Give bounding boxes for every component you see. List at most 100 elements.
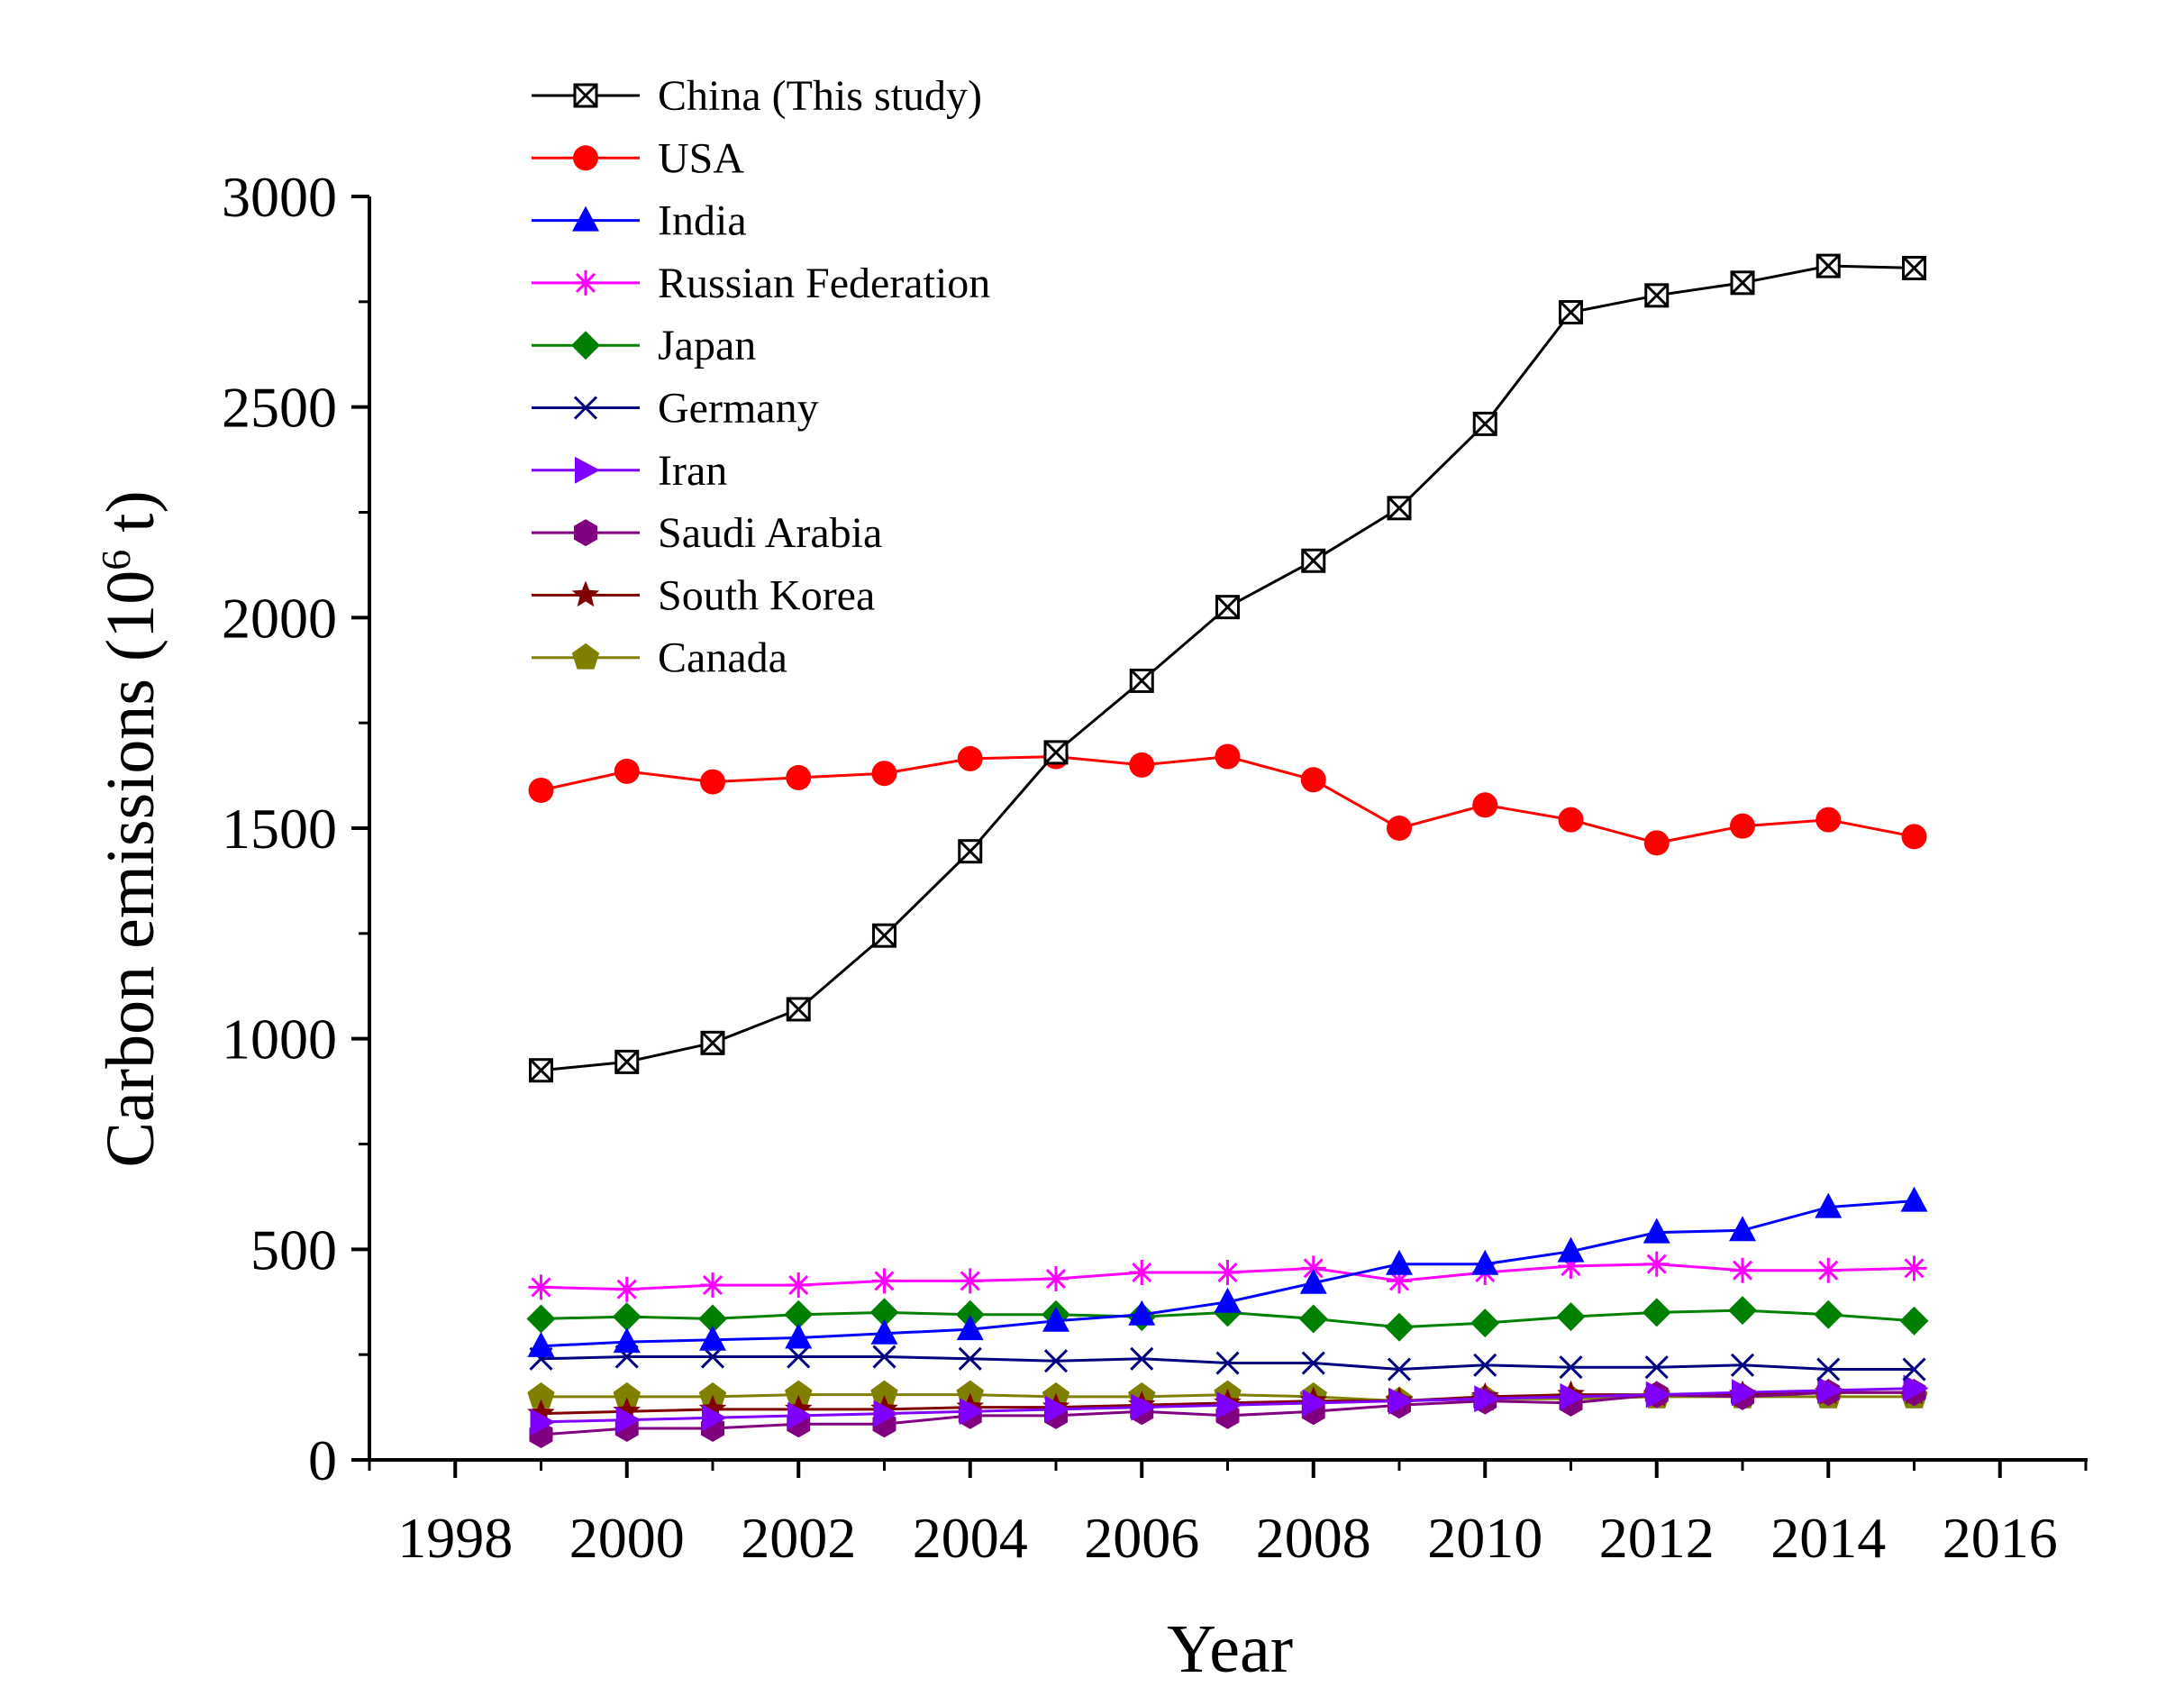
x-axis-title: Year xyxy=(1167,1611,1293,1687)
data-point-russian-federation xyxy=(700,1272,725,1299)
data-point-india xyxy=(1214,1287,1242,1313)
legend-item-china-this-study: China (This study) xyxy=(532,72,982,120)
legend-label: Russian Federation xyxy=(658,260,990,307)
data-point-canada xyxy=(785,1380,813,1407)
data-point-china-this-study xyxy=(614,1049,640,1074)
data-point-japan xyxy=(955,1299,985,1329)
legend-label: Japan xyxy=(658,322,756,369)
series-china-this-study xyxy=(529,253,1926,1083)
legend-item-usa: USA xyxy=(532,134,744,182)
data-point-iran xyxy=(1216,1391,1242,1419)
data-point-usa xyxy=(1129,752,1155,778)
data-point-india xyxy=(870,1318,898,1345)
data-point-china-this-study xyxy=(529,1058,553,1083)
y-tick-label: 1500 xyxy=(222,797,337,861)
data-point-japan xyxy=(526,1304,556,1334)
data-point-germany xyxy=(1130,1346,1154,1371)
data-point-usa xyxy=(1300,767,1326,793)
data-point-germany xyxy=(872,1345,896,1369)
data-point-iran xyxy=(1388,1387,1414,1415)
series-russian-federation xyxy=(528,1251,1927,1302)
data-point-germany xyxy=(1730,1353,1755,1377)
data-point-canada xyxy=(870,1380,898,1407)
legend-label: Iran xyxy=(658,447,727,495)
data-point-india xyxy=(1557,1236,1585,1263)
data-point-china-this-study xyxy=(958,839,983,864)
legend-label: Saudi Arabia xyxy=(658,509,882,557)
data-point-germany xyxy=(1043,1349,1069,1373)
data-point-india xyxy=(1729,1216,1756,1242)
data-point-usa xyxy=(786,764,812,790)
data-point-russian-federation xyxy=(1043,1266,1069,1292)
y-axis-title: Carbon emissions (106 t) xyxy=(93,490,168,1167)
data-point-russian-federation xyxy=(528,1274,554,1300)
data-point-russian-federation xyxy=(614,1276,640,1302)
legend-label: Canada xyxy=(658,634,787,682)
legend-marker xyxy=(573,396,598,420)
data-point-usa xyxy=(1643,830,1670,856)
data-point-iran xyxy=(959,1398,985,1426)
legend-label: India xyxy=(658,197,747,245)
data-point-russian-federation xyxy=(957,1268,983,1294)
series-germany xyxy=(529,1345,1926,1381)
legend-marker xyxy=(572,205,599,232)
series-layer xyxy=(526,253,1929,1448)
data-point-japan xyxy=(612,1302,642,1332)
data-point-china-this-study xyxy=(1644,283,1670,308)
legend-marker xyxy=(573,145,598,171)
legend-marker xyxy=(571,331,600,360)
y-tick-label: 2500 xyxy=(222,376,337,440)
data-point-germany xyxy=(1215,1351,1240,1375)
x-tick-label: 2002 xyxy=(741,1506,856,1570)
y-axis-title-superscript: 6 xyxy=(93,550,139,570)
data-point-germany xyxy=(1816,1357,1841,1381)
legend-marker xyxy=(574,519,597,547)
data-point-china-this-study xyxy=(1902,255,1926,280)
legend-item-iran: Iran xyxy=(532,447,727,495)
data-point-russian-federation xyxy=(1643,1251,1670,1277)
series-iran xyxy=(530,1374,1929,1436)
data-point-japan xyxy=(784,1299,814,1329)
x-tick-label: 2008 xyxy=(1256,1506,1371,1570)
legend-item-germany: Germany xyxy=(532,385,819,433)
series-line-usa xyxy=(541,755,1915,844)
legend-marker xyxy=(573,83,598,108)
data-point-iran xyxy=(1474,1385,1500,1413)
data-point-usa xyxy=(1472,792,1498,818)
data-point-india xyxy=(1815,1192,1843,1218)
y-tick-label: 2000 xyxy=(222,586,337,650)
data-point-usa xyxy=(528,777,554,803)
data-point-south-korea xyxy=(527,1399,555,1426)
data-point-usa xyxy=(957,745,983,771)
x-ticks: 1998 2000 2002 2004 2006 2008 2010 2012 2014 2016 xyxy=(368,1460,2088,1570)
data-point-germany xyxy=(1387,1357,1412,1381)
data-point-usa xyxy=(1215,743,1241,770)
y-tick-label: 0 xyxy=(308,1428,337,1492)
x-tick-label: 1998 xyxy=(397,1506,513,1570)
legend-item-south-korea: South Korea xyxy=(532,571,875,619)
data-point-india xyxy=(956,1315,984,1341)
y-ticks: 0 500 1000 1500 2000 2500 3000 xyxy=(222,165,369,1492)
legend-label: South Korea xyxy=(658,571,875,619)
data-point-japan xyxy=(1385,1312,1414,1342)
data-point-iran xyxy=(1302,1389,1328,1417)
data-point-india xyxy=(1299,1268,1327,1294)
data-point-india xyxy=(1900,1186,1928,1212)
legend-marker xyxy=(575,456,600,484)
x-tick-label: 2012 xyxy=(1599,1506,1715,1570)
data-point-russian-federation xyxy=(1300,1255,1326,1281)
data-point-iran xyxy=(1045,1395,1070,1423)
data-point-india xyxy=(1128,1299,1156,1326)
data-point-japan xyxy=(1556,1302,1586,1332)
data-point-south-korea xyxy=(698,1394,727,1421)
data-point-germany xyxy=(787,1345,811,1369)
data-point-usa xyxy=(871,761,897,787)
data-point-japan xyxy=(1814,1299,1843,1329)
legend-item-saudi-arabia: Saudi Arabia xyxy=(532,509,882,557)
data-point-russian-federation xyxy=(1558,1254,1584,1280)
data-point-usa xyxy=(1558,807,1584,833)
x-tick-label: 2016 xyxy=(1943,1506,2058,1570)
data-point-india xyxy=(613,1327,641,1354)
data-point-germany xyxy=(1301,1351,1325,1375)
